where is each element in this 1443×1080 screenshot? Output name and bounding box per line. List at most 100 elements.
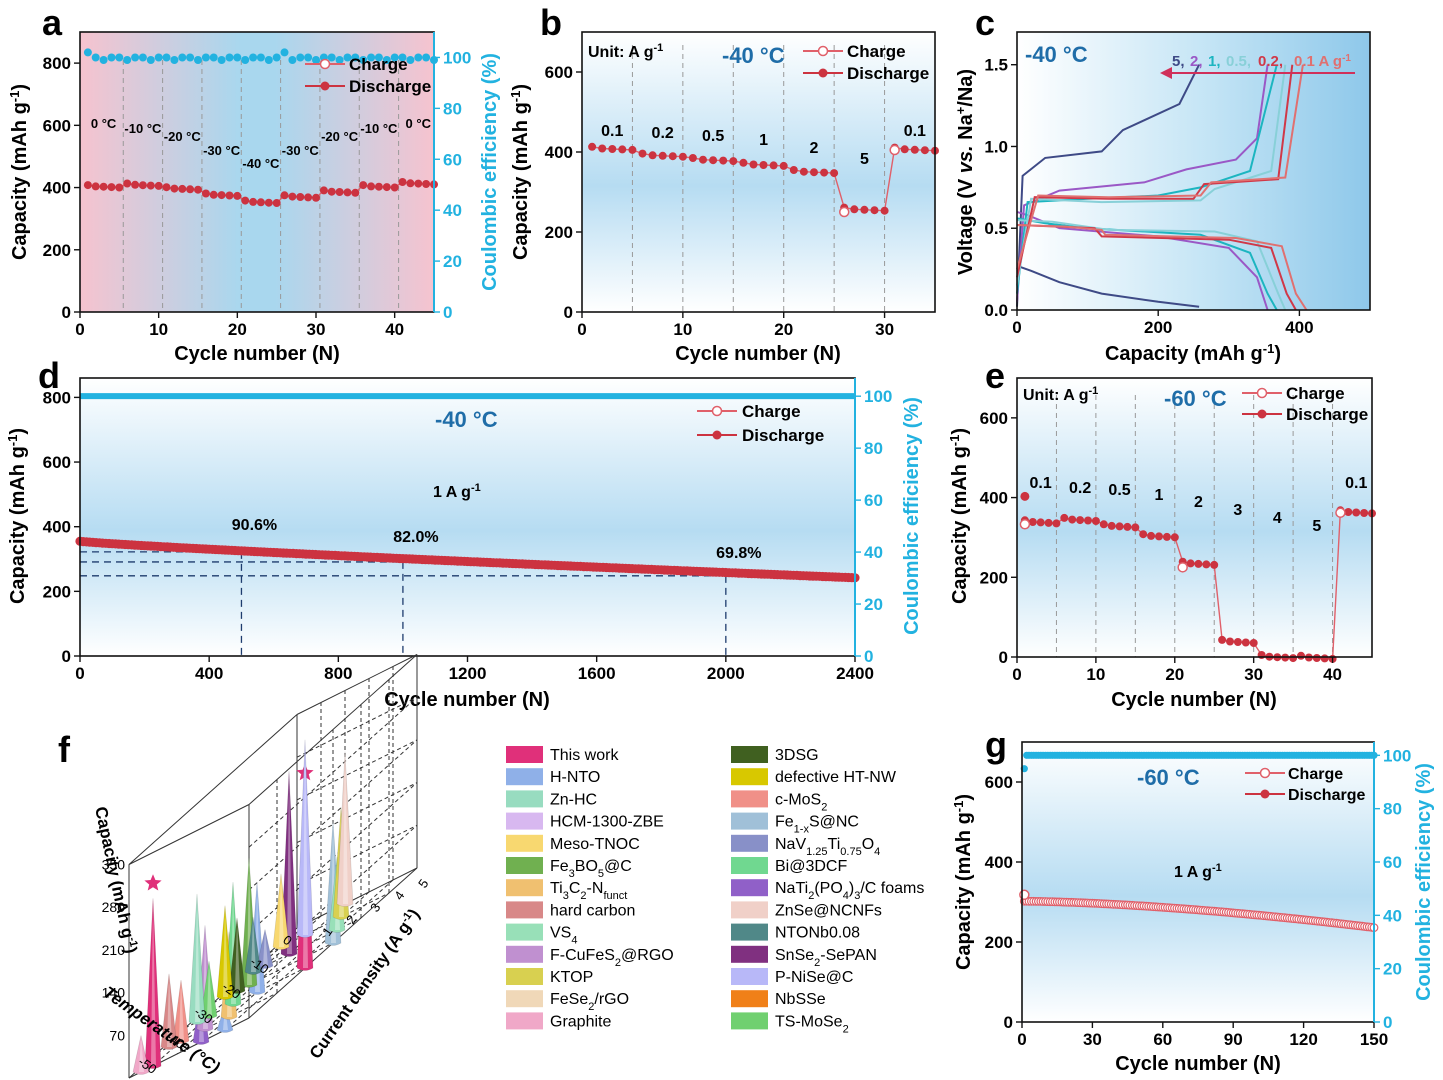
discharge-point	[414, 179, 423, 188]
discharge-point	[880, 206, 889, 215]
discharge-point	[115, 183, 124, 192]
temperature-label: -20 °C	[321, 129, 359, 144]
legend-label: SnSe2-SePAN	[775, 947, 877, 969]
y2-tick-label: 20	[864, 595, 883, 614]
discharge-point	[201, 189, 210, 198]
x-tick-label: 1200	[449, 664, 487, 683]
panel-label-g: g	[985, 724, 1007, 765]
retention-label: 69.8%	[716, 545, 761, 562]
panel-label-d: d	[38, 355, 60, 396]
plot-frame	[1016, 377, 1373, 658]
discharge-point	[99, 182, 108, 191]
rate-label: 2	[810, 140, 819, 157]
x-tick-label: 20	[228, 320, 247, 339]
cone	[216, 1004, 234, 1033]
ce-series	[1020, 751, 1378, 773]
retention-guide-lines: 90.6% 82.0% 69.8%	[80, 517, 762, 656]
discharge-point	[719, 156, 728, 165]
y-tick-label: 3	[367, 900, 383, 915]
y-tick-label: 400	[43, 518, 71, 537]
legend-swatch	[731, 790, 768, 808]
legend-swatch	[506, 857, 543, 874]
y-tick-label: 0	[62, 647, 71, 666]
panel-b: b 0.1 0.2 0.5 1 2 5 0.1 0 10 20 30 0 200 400 600 Unit…	[508, 2, 939, 365]
legend-discharge-label: Discharge	[1286, 405, 1368, 424]
discharge-point	[769, 161, 778, 170]
discharge-point	[1060, 513, 1069, 522]
legend-swatch	[731, 1012, 768, 1030]
axes-c: 0 200 400 0.0 0.5 1.0 1.5	[984, 31, 1371, 337]
rate-legend-item: 5,	[1172, 53, 1185, 70]
rate-label: 0.1	[1030, 475, 1052, 492]
ce-point	[264, 56, 273, 64]
legend-label: Meso-TNOC	[550, 836, 640, 853]
capacity-series	[588, 142, 939, 218]
discharge-curve-5	[1016, 264, 1200, 308]
unit-label-e: Unit: A g-1	[1023, 385, 1098, 404]
legend-label: ZnSe@NCNFs	[775, 902, 882, 919]
discharge-point	[241, 196, 250, 205]
ce-point	[115, 53, 124, 62]
x-tick-label: 10	[1086, 665, 1105, 684]
legend-label: Bi@3DCF	[775, 858, 847, 875]
legend-label: Ti3C2-Nfunct	[550, 880, 627, 902]
wall-grid	[296, 696, 418, 758]
y2-tick-label: 0	[864, 647, 873, 666]
discharge-point	[1028, 518, 1037, 526]
cone	[188, 893, 206, 1025]
discharge-point	[850, 205, 859, 214]
retention-label: 90.6%	[232, 517, 277, 534]
discharge-point	[296, 193, 305, 201]
current-label-d: 1 A g-1	[433, 482, 481, 501]
discharge-point	[668, 152, 677, 161]
discharge-point	[789, 166, 798, 174]
discharge-point	[1155, 532, 1163, 541]
star-marker	[144, 874, 162, 891]
y2label-d: Coulombic efficiency (%)	[901, 397, 923, 635]
y-tick-label: 600	[43, 453, 71, 472]
charge-curve-0.2	[1016, 64, 1294, 278]
wall-grid	[248, 696, 418, 848]
legend-discharge-marker	[818, 68, 828, 78]
discharge-point	[312, 193, 320, 202]
x-tick-label: 400	[1285, 318, 1313, 337]
ce-point	[170, 56, 179, 64]
ce-point	[288, 56, 297, 64]
rate-legend-item: 0.1 A g-1	[1294, 53, 1351, 71]
temperature-label-b: -40 °C	[722, 43, 785, 68]
discharge-point	[749, 160, 758, 169]
discharge-point	[406, 179, 415, 188]
ce-point	[107, 53, 116, 62]
rate-label: 1	[1155, 487, 1164, 504]
cone	[160, 973, 178, 1050]
legend-swatch	[506, 790, 543, 808]
ce-point	[209, 53, 218, 62]
rate-legend-item: 2,	[1190, 53, 1203, 70]
cone	[336, 751, 354, 907]
legend-discharge-marker	[1260, 789, 1270, 799]
discharge-curve-0.5	[1016, 219, 1287, 311]
x-tick-label: 20	[774, 320, 793, 339]
rate-label: 3	[1233, 502, 1242, 519]
legend-label: TS-MoSe2	[775, 1013, 849, 1035]
ce-point	[406, 56, 415, 64]
x-tick-label: 30	[875, 320, 894, 339]
discharge-point	[209, 190, 218, 199]
ce-point	[138, 53, 147, 62]
y-tick-label: 600	[545, 63, 573, 82]
y-tick-label: 200	[985, 933, 1013, 952]
x-tick-label: 0	[1012, 318, 1021, 337]
rate-legend: 5, 2, 1, 0.5, 0.2, 0.1 A g-1	[1172, 53, 1351, 71]
y2-tick-label: 20	[443, 252, 462, 271]
rate-label: 0.5	[702, 128, 724, 145]
discharge-point	[1241, 638, 1250, 647]
box-edge	[128, 804, 250, 865]
discharge-point	[830, 169, 839, 178]
z-tick-label: 210	[102, 942, 126, 958]
rate-label: 0.1	[1345, 475, 1367, 492]
discharge-point	[327, 187, 336, 196]
plot-area-a	[80, 32, 434, 312]
discharge-point	[1249, 639, 1258, 647]
discharge-point	[288, 192, 297, 201]
